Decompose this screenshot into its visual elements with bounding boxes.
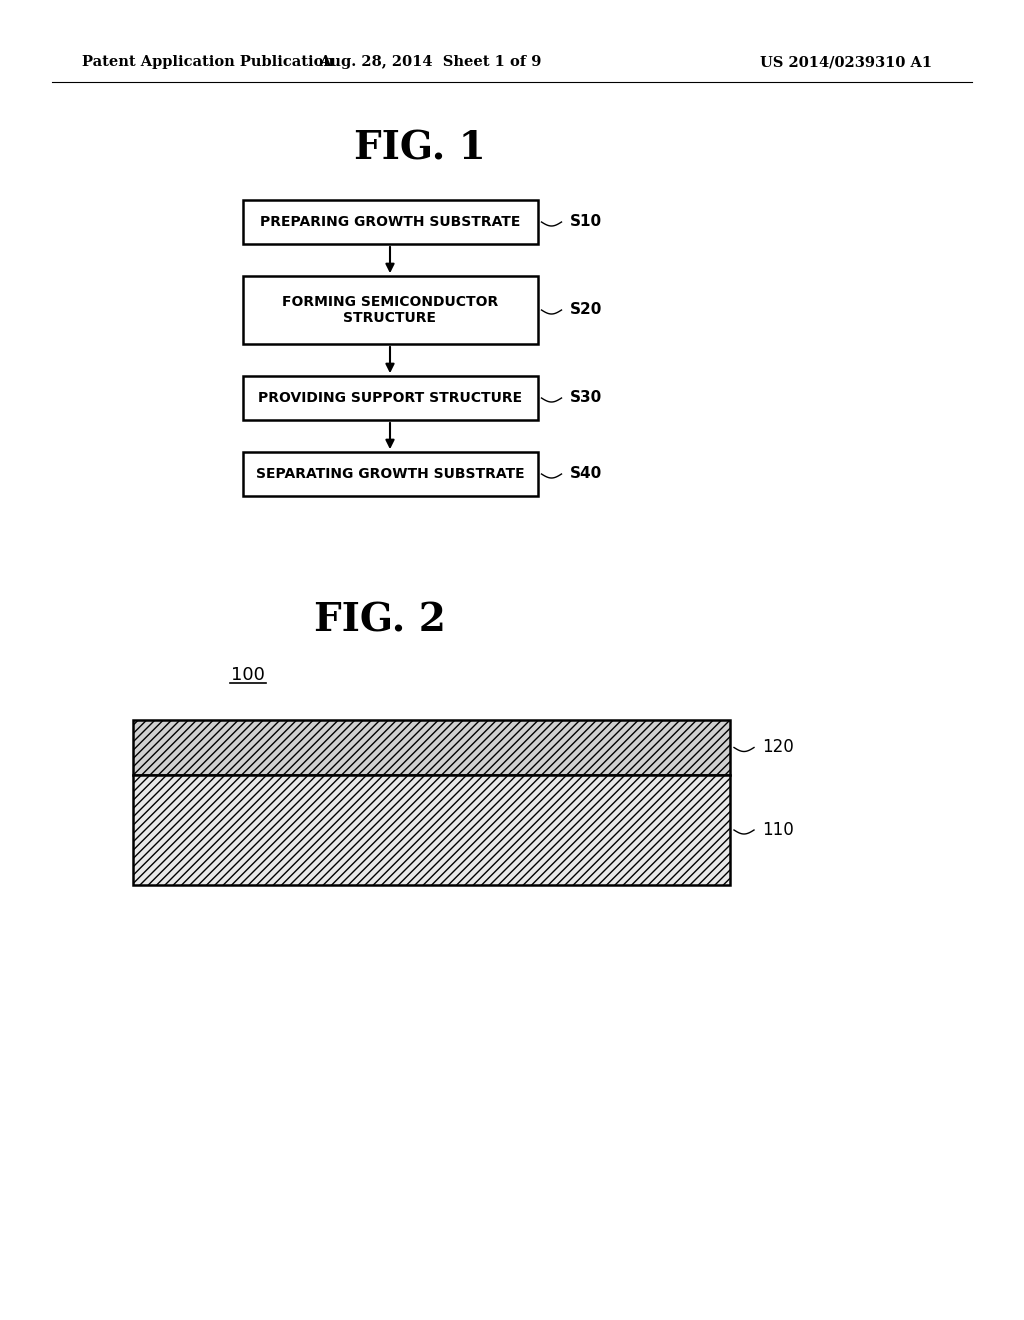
- Text: S40: S40: [569, 466, 602, 482]
- Text: Aug. 28, 2014  Sheet 1 of 9: Aug. 28, 2014 Sheet 1 of 9: [318, 55, 542, 69]
- Text: SEPARATING GROWTH SUBSTRATE: SEPARATING GROWTH SUBSTRATE: [256, 467, 524, 480]
- Text: 120: 120: [762, 738, 794, 756]
- Bar: [133, 719, 730, 775]
- Text: S20: S20: [569, 302, 602, 318]
- Text: FIG. 2: FIG. 2: [314, 601, 445, 639]
- Bar: [243, 451, 538, 496]
- Bar: [243, 276, 538, 345]
- Bar: [243, 201, 538, 244]
- Text: PROVIDING SUPPORT STRUCTURE: PROVIDING SUPPORT STRUCTURE: [258, 391, 522, 405]
- Text: S10: S10: [569, 214, 602, 230]
- Text: FIG. 1: FIG. 1: [354, 129, 485, 168]
- Text: 110: 110: [762, 821, 794, 840]
- Text: Patent Application Publication: Patent Application Publication: [82, 55, 334, 69]
- Text: PREPARING GROWTH SUBSTRATE: PREPARING GROWTH SUBSTRATE: [260, 215, 520, 228]
- Text: S30: S30: [569, 391, 602, 405]
- Text: 100: 100: [231, 667, 265, 684]
- Text: FORMING SEMICONDUCTOR
STRUCTURE: FORMING SEMICONDUCTOR STRUCTURE: [282, 294, 498, 325]
- Bar: [243, 376, 538, 420]
- Bar: [133, 775, 730, 884]
- Text: US 2014/0239310 A1: US 2014/0239310 A1: [760, 55, 932, 69]
